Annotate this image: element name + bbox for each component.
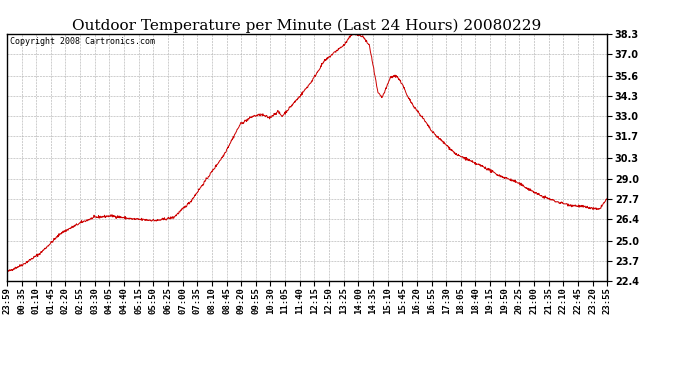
Text: Copyright 2008 Cartronics.com: Copyright 2008 Cartronics.com — [10, 38, 155, 46]
Title: Outdoor Temperature per Minute (Last 24 Hours) 20080229: Outdoor Temperature per Minute (Last 24 … — [72, 18, 542, 33]
